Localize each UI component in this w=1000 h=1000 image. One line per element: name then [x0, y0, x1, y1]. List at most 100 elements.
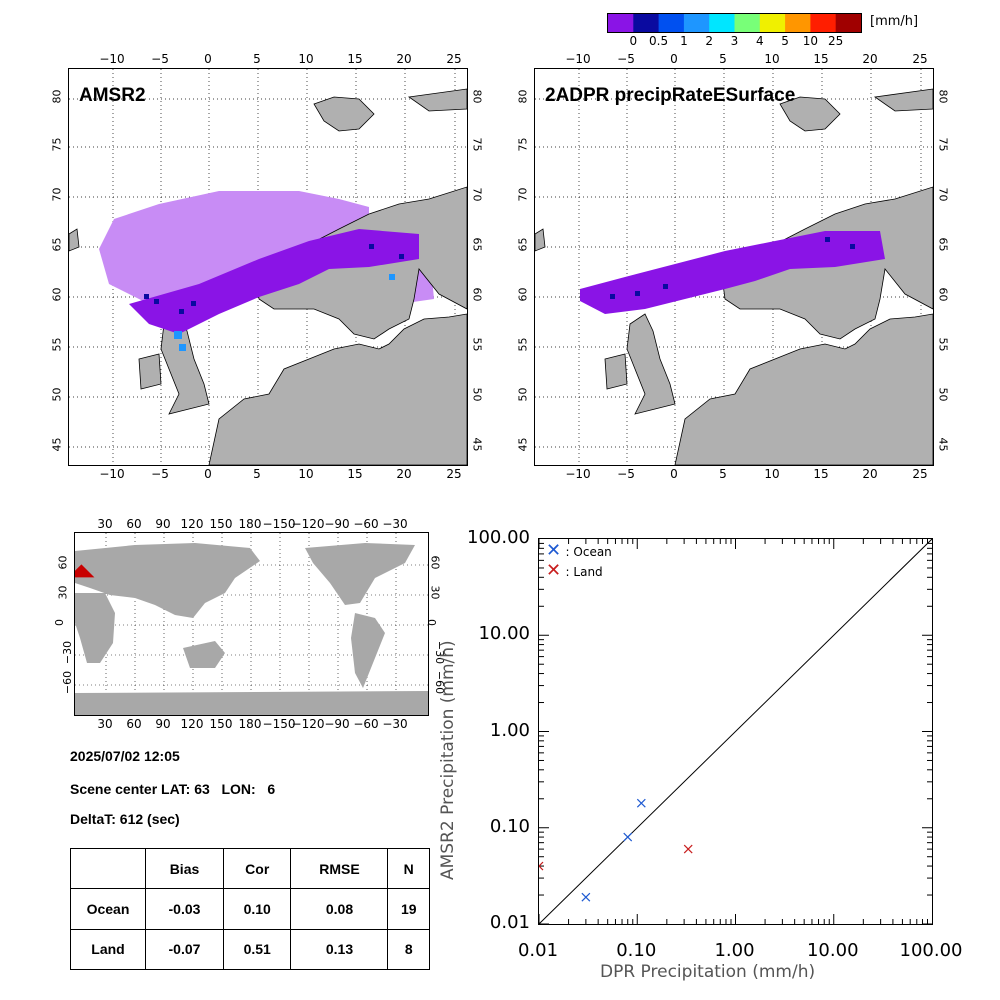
scene-center: Scene center LAT: 63 LON: 6 — [70, 781, 276, 797]
map-lat-tick-right: 60 — [936, 287, 950, 302]
map-lat-tick-right: 65 — [470, 237, 484, 252]
colorbar-swatch — [759, 14, 786, 32]
world-lon-tick-bottom: −150 — [262, 717, 296, 731]
colorbar-label: 0 — [629, 34, 638, 48]
scatter-x-tick-label: 1.00 — [714, 940, 755, 961]
colorbar-swatches — [608, 14, 862, 32]
world-lon-tick-bottom: 60 — [126, 717, 142, 731]
colorbar-unit: [mm/h] — [870, 14, 919, 29]
map-lat-tick-left: 50 — [516, 387, 530, 402]
colorbar-swatch — [683, 14, 710, 32]
colorbar-label: 2 — [705, 34, 714, 48]
map-lon-tick-bottom: 20 — [396, 467, 412, 481]
map-lat-tick-left: 55 — [50, 337, 64, 352]
map-lon-tick-top: 5 — [253, 52, 261, 66]
north-america-land — [305, 543, 415, 605]
map-lon-tick-bottom: 25 — [446, 467, 462, 481]
map-lat-tick-right: 45 — [936, 437, 950, 452]
scene-location-marker — [75, 564, 95, 578]
dpr-map-canvas — [535, 69, 933, 465]
stats-row-land: Land -0.07 0.51 0.13 8 — [70, 928, 430, 971]
map-lat-tick-left: 45 — [516, 437, 530, 452]
precip-band — [129, 229, 419, 334]
world-lon-tick-top: −120 — [291, 517, 325, 531]
amsr2-map: AMSR2 — [68, 68, 468, 466]
world-lat-tick-left: 0 — [53, 619, 66, 626]
map-lat-tick-left: 70 — [516, 187, 530, 202]
stats-header-cell: Bias — [145, 847, 224, 890]
stats-cell: -0.07 — [145, 928, 224, 971]
world-lon-tick-bottom: 30 — [97, 717, 113, 731]
svalbard-land — [779, 88, 933, 132]
map-lat-tick-left: 65 — [50, 237, 64, 252]
map-lon-tick-bottom: 15 — [813, 467, 829, 481]
map-lat-tick-left: 60 — [516, 287, 530, 302]
map-lat-tick-left: 75 — [516, 137, 530, 152]
world-map — [74, 532, 429, 716]
world-lat-tick-left: −60 — [61, 670, 75, 695]
scatter-y-tick-label: 1.00 — [489, 719, 530, 741]
heavy-precip-pixels — [610, 237, 855, 299]
map-lat-tick-left: 70 — [50, 187, 64, 202]
scatter-x-tick-label: 100.00 — [899, 940, 963, 961]
map-lon-tick-top: 20 — [862, 52, 878, 66]
map-lon-tick-bottom: 0 — [670, 467, 678, 481]
stats-header-cell — [70, 847, 146, 890]
map-lon-tick-top: 10 — [298, 52, 314, 66]
iceland-land — [535, 228, 546, 252]
world-lon-tick-top: 150 — [209, 517, 233, 531]
britain-land — [626, 313, 676, 415]
map-lon-tick-bottom: −10 — [99, 467, 125, 481]
world-lat-tick-right: 60 — [428, 555, 442, 570]
map-lon-tick-top: −10 — [565, 52, 591, 66]
map-lat-tick-left: 65 — [516, 237, 530, 252]
map-lat-tick-right: 75 — [470, 137, 484, 152]
world-map-canvas — [75, 533, 428, 715]
stats-cell: -0.03 — [145, 888, 224, 930]
map-lon-tick-bottom: 10 — [764, 467, 780, 481]
map-lon-tick-top: −10 — [99, 52, 125, 66]
legend-land-marker: ✕ — [546, 560, 562, 581]
map-lat-tick-right: 80 — [936, 89, 950, 104]
map-lat-tick-right: 60 — [470, 287, 484, 302]
world-lat-tick-left: −30 — [61, 640, 75, 665]
stats-cell: 0.08 — [290, 888, 389, 930]
stats-cell: 0.13 — [290, 928, 389, 971]
world-lon-tick-bottom: −120 — [291, 717, 325, 731]
colorbar-label: 3 — [730, 34, 739, 48]
colorbar-label: 5 — [781, 34, 789, 48]
scatter-x-tick-label: 0.01 — [517, 940, 559, 961]
map-lon-tick-bottom: 5 — [253, 467, 261, 481]
map-lon-tick-top: 20 — [396, 52, 412, 66]
scatter-y-label: AMSR2 Precipitation (mm/h) — [438, 640, 458, 880]
europe-land — [208, 313, 467, 465]
moderate-precip-pixels — [174, 274, 395, 351]
world-lon-tick-top: −90 — [324, 517, 350, 531]
legend-ocean: ✕ : Ocean — [546, 540, 612, 561]
map-lon-tick-top: 0 — [670, 52, 678, 66]
scatter-plot — [534, 538, 933, 933]
world-lon-tick-bottom: 180 — [238, 717, 262, 731]
map-lat-tick-left: 80 — [516, 89, 530, 104]
map-lat-tick-left: 60 — [50, 287, 64, 302]
map-lon-tick-top: −5 — [151, 52, 169, 66]
dpr-map: 2ADPR precipRateESurface — [534, 68, 934, 466]
colorbar-swatch — [810, 14, 837, 32]
map-lon-tick-top: 15 — [813, 52, 829, 66]
map-lat-tick-left: 80 — [50, 89, 64, 104]
map-lon-tick-top: 5 — [719, 52, 727, 66]
map-lat-tick-left: 55 — [516, 337, 530, 352]
scatter-y-tick-label: 100.00 — [467, 527, 530, 548]
map-lon-tick-top: −5 — [617, 52, 635, 66]
world-lon-tick-top: 120 — [180, 517, 204, 531]
stats-header-cell: N — [387, 847, 430, 890]
world-lon-tick-top: 90 — [155, 517, 171, 531]
stats-cell: 0.51 — [222, 928, 292, 971]
map-lat-tick-right: 55 — [936, 337, 950, 352]
colorbar-label: 10 — [802, 34, 819, 48]
map-lon-tick-top: 0 — [204, 52, 212, 66]
colorbar-swatch — [835, 14, 862, 32]
stats-row-ocean: Ocean -0.03 0.10 0.08 19 — [70, 888, 430, 930]
stats-cell: Land — [70, 928, 146, 971]
scatter-y-tick-label: 0.01 — [489, 912, 530, 933]
